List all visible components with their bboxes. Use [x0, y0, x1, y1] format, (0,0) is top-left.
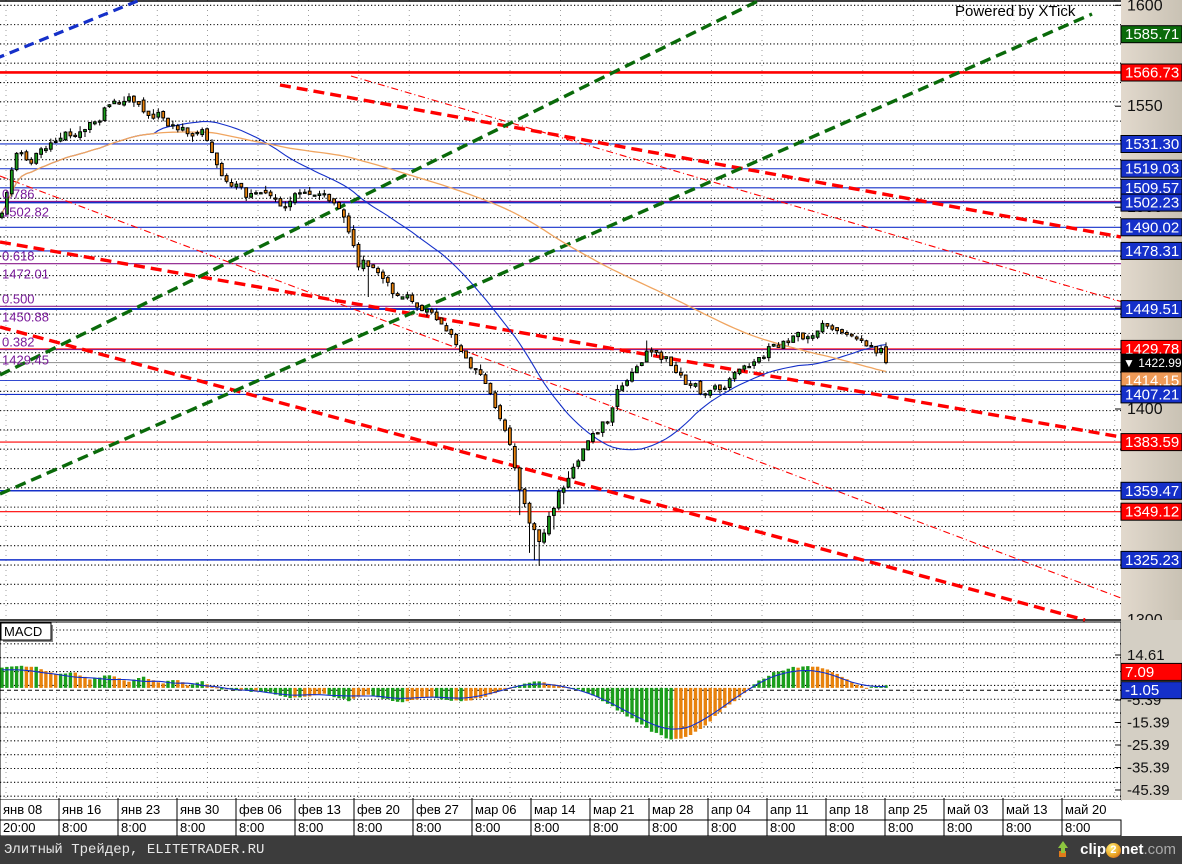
svg-text:7.09: 7.09 [1125, 664, 1154, 681]
svg-text:янв 30: янв 30 [180, 802, 219, 817]
svg-text:фев 06: фев 06 [239, 802, 282, 817]
svg-text:1550: 1550 [1127, 98, 1163, 115]
svg-text:1407.21: 1407.21 [1125, 386, 1179, 403]
svg-text:1478.31: 1478.31 [1125, 243, 1179, 260]
svg-text:май 13: май 13 [1006, 802, 1048, 817]
svg-text:8:00: 8:00 [711, 820, 736, 835]
svg-text:1531.30: 1531.30 [1125, 136, 1179, 153]
svg-text:-35.39: -35.39 [1127, 760, 1170, 777]
svg-text:фев 27: фев 27 [416, 802, 459, 817]
svg-text:1519.03: 1519.03 [1125, 161, 1179, 178]
svg-text:0.500: 0.500 [2, 291, 35, 306]
svg-text:1490.02: 1490.02 [1125, 219, 1179, 236]
svg-text:1383.59: 1383.59 [1125, 434, 1179, 451]
svg-text:мар 21: мар 21 [593, 802, 634, 817]
svg-text:Powered by XTick: Powered by XTick [955, 3, 1076, 20]
svg-text:-1.05: -1.05 [1125, 682, 1159, 699]
svg-text:1449.51: 1449.51 [1125, 301, 1179, 318]
svg-text:мар 28: мар 28 [652, 802, 693, 817]
svg-text:8:00: 8:00 [416, 820, 441, 835]
svg-text:8:00: 8:00 [357, 820, 382, 835]
svg-text:янв 16: янв 16 [62, 802, 101, 817]
svg-text:0.786: 0.786 [2, 187, 35, 202]
svg-text:янв 08: янв 08 [3, 802, 42, 817]
svg-text:▼ 1422.99: ▼ 1422.99 [1123, 356, 1182, 370]
svg-text:1502.82: 1502.82 [2, 205, 49, 220]
svg-text:-25.39: -25.39 [1127, 737, 1170, 754]
svg-text:1502.23: 1502.23 [1125, 195, 1179, 212]
svg-text:мар 14: мар 14 [534, 802, 575, 817]
svg-text:8:00: 8:00 [239, 820, 264, 835]
svg-text:1429.45: 1429.45 [2, 353, 49, 368]
svg-text:8:00: 8:00 [652, 820, 677, 835]
svg-text:1450.88: 1450.88 [2, 309, 49, 324]
svg-text:1585.71: 1585.71 [1125, 26, 1179, 43]
svg-text:май 03: май 03 [947, 802, 989, 817]
svg-text:1325.23: 1325.23 [1125, 552, 1179, 569]
svg-text:8:00: 8:00 [770, 820, 795, 835]
svg-text:1400: 1400 [1127, 401, 1163, 418]
svg-text:14.61: 14.61 [1127, 647, 1165, 664]
svg-text:0.382: 0.382 [2, 335, 35, 350]
svg-text:8:00: 8:00 [298, 820, 323, 835]
svg-text:апр 11: апр 11 [770, 802, 809, 817]
svg-text:8:00: 8:00 [593, 820, 618, 835]
svg-text:8:00: 8:00 [1065, 820, 1090, 835]
svg-text:апр 04: апр 04 [711, 802, 751, 817]
svg-text:мар 06: мар 06 [475, 802, 516, 817]
svg-text:1566.73: 1566.73 [1125, 65, 1179, 82]
svg-text:1600: 1600 [1127, 0, 1163, 14]
svg-text:1359.47: 1359.47 [1125, 483, 1179, 500]
svg-text:8:00: 8:00 [888, 820, 913, 835]
svg-text:8:00: 8:00 [475, 820, 500, 835]
svg-text:8:00: 8:00 [534, 820, 559, 835]
svg-text:апр 18: апр 18 [829, 802, 869, 817]
svg-text:0.618: 0.618 [2, 249, 35, 264]
svg-text:8:00: 8:00 [62, 820, 87, 835]
svg-text:1472.01: 1472.01 [2, 267, 49, 282]
svg-text:фев 13: фев 13 [298, 802, 341, 817]
svg-text:8:00: 8:00 [121, 820, 146, 835]
svg-text:май 20: май 20 [1065, 802, 1107, 817]
svg-text:20:00: 20:00 [3, 820, 36, 835]
svg-text:-15.39: -15.39 [1127, 715, 1170, 732]
svg-text:апр 25: апр 25 [888, 802, 928, 817]
svg-text:1349.12: 1349.12 [1125, 504, 1179, 521]
svg-text:8:00: 8:00 [829, 820, 854, 835]
svg-text:8:00: 8:00 [180, 820, 205, 835]
svg-text:8:00: 8:00 [1006, 820, 1031, 835]
svg-text:MACD: MACD [4, 624, 42, 639]
svg-text:-45.39: -45.39 [1127, 782, 1170, 799]
svg-text:янв 23: янв 23 [121, 802, 160, 817]
svg-text:8:00: 8:00 [947, 820, 972, 835]
svg-text:фев 20: фев 20 [357, 802, 400, 817]
